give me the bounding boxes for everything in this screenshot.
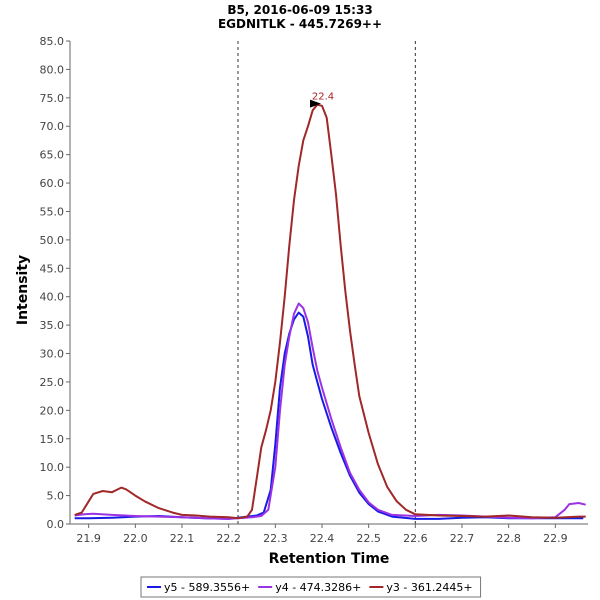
legend-entry-3: y3 - 361.2445+ [386,581,472,594]
x-tick-label: 22.0 [123,532,148,545]
x-tick-label: 22.5 [356,532,381,545]
y-tick-label: 0.0 [47,518,65,531]
legend-entry-2: y4 - 474.3286+ [275,581,361,594]
x-tick-label: 22.8 [496,532,521,545]
y-axis-label: Intensity [15,255,31,325]
x-tick-label: 22.2 [216,532,241,545]
x-axis-label: Retention Time [269,551,390,567]
y-tick-label: 80.0 [40,63,65,76]
peak-marker-arrow [310,99,321,108]
y-tick-label: 65.0 [40,149,65,162]
y-tick-label: 85.0 [40,35,65,48]
y-tick-label: 75.0 [40,92,65,105]
legend-entry-1: y5 - 589.3556+ [164,581,250,594]
y-tick-label: 35.0 [40,319,65,332]
y-tick-label: 20.0 [40,404,65,417]
plot-area [70,41,588,524]
y-tick-label: 5.0 [47,490,65,503]
series-line-3 [74,103,586,520]
chart-subtitle: EGDNITLK - 445.7269++ [218,17,382,31]
x-tick-label: 22.6 [403,532,428,545]
x-tick-label: 22.4 [310,532,335,545]
y-tick-label: 50.0 [40,234,65,247]
y-tick-label: 15.0 [40,433,65,446]
legend-box [140,576,482,598]
chart-title: B5, 2016-06-09 15:33 [227,3,372,17]
y-tick-label: 25.0 [40,376,65,389]
x-tick-label: 21.9 [76,532,101,545]
y-tick-label: 70.0 [40,120,65,133]
y-tick-label: 40.0 [40,291,65,304]
y-tick-label: 60.0 [40,177,65,190]
x-tick-label: 22.3 [263,532,288,545]
y-tick-label: 45.0 [40,262,65,275]
x-tick-label: 22.1 [170,532,195,545]
legend: y5 - 589.3556+ y4 - 474.3286+ y3 - 361.244… [140,576,482,598]
peak-label: 22.4 [312,92,334,103]
x-tick-label: 22.9 [543,532,568,545]
y-tick-label: 55.0 [40,205,65,218]
y-tick-label: 10.0 [40,461,65,474]
y-tick-label: 30.0 [40,348,65,361]
x-tick-label: 22.7 [450,532,475,545]
